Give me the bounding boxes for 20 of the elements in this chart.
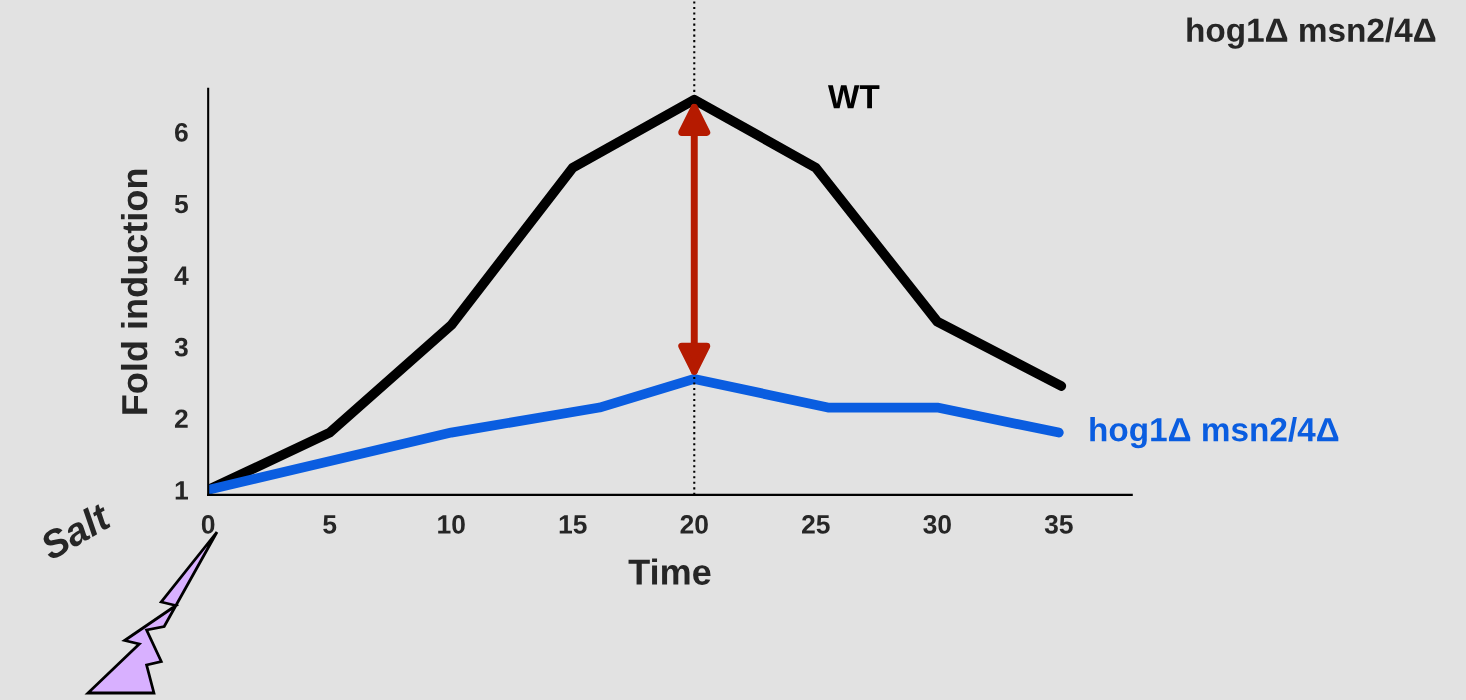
x-tick-label: 20 xyxy=(680,515,708,534)
y-tick-label: 3 xyxy=(174,337,188,357)
y-tick-label: 1 xyxy=(175,481,188,500)
y-tick-label: 2 xyxy=(174,409,188,428)
x-tick-label: 5 xyxy=(323,515,337,534)
y-tick-label: 4 xyxy=(174,266,189,285)
text: hog1Δ msn2/4Δ xyxy=(1187,17,1436,49)
x-tick-label: 25 xyxy=(802,515,830,534)
series-label: WT xyxy=(827,85,880,109)
text: Salt xyxy=(37,500,114,562)
y-tick-label: 5 xyxy=(174,194,188,214)
x-tick-label: 10 xyxy=(438,515,465,534)
x-axis-title: Time xyxy=(628,558,711,585)
x-tick-label: 35 xyxy=(1044,515,1073,534)
x-tick-label: 0 xyxy=(201,515,215,534)
y-axis-title: Fold induction xyxy=(120,169,148,414)
x-tick-label: 15 xyxy=(559,515,587,534)
x-tick-label: 30 xyxy=(923,515,951,534)
y-tick-label: 6 xyxy=(175,123,188,142)
series-label: hog1Δ msn2/4Δ xyxy=(1090,416,1339,449)
